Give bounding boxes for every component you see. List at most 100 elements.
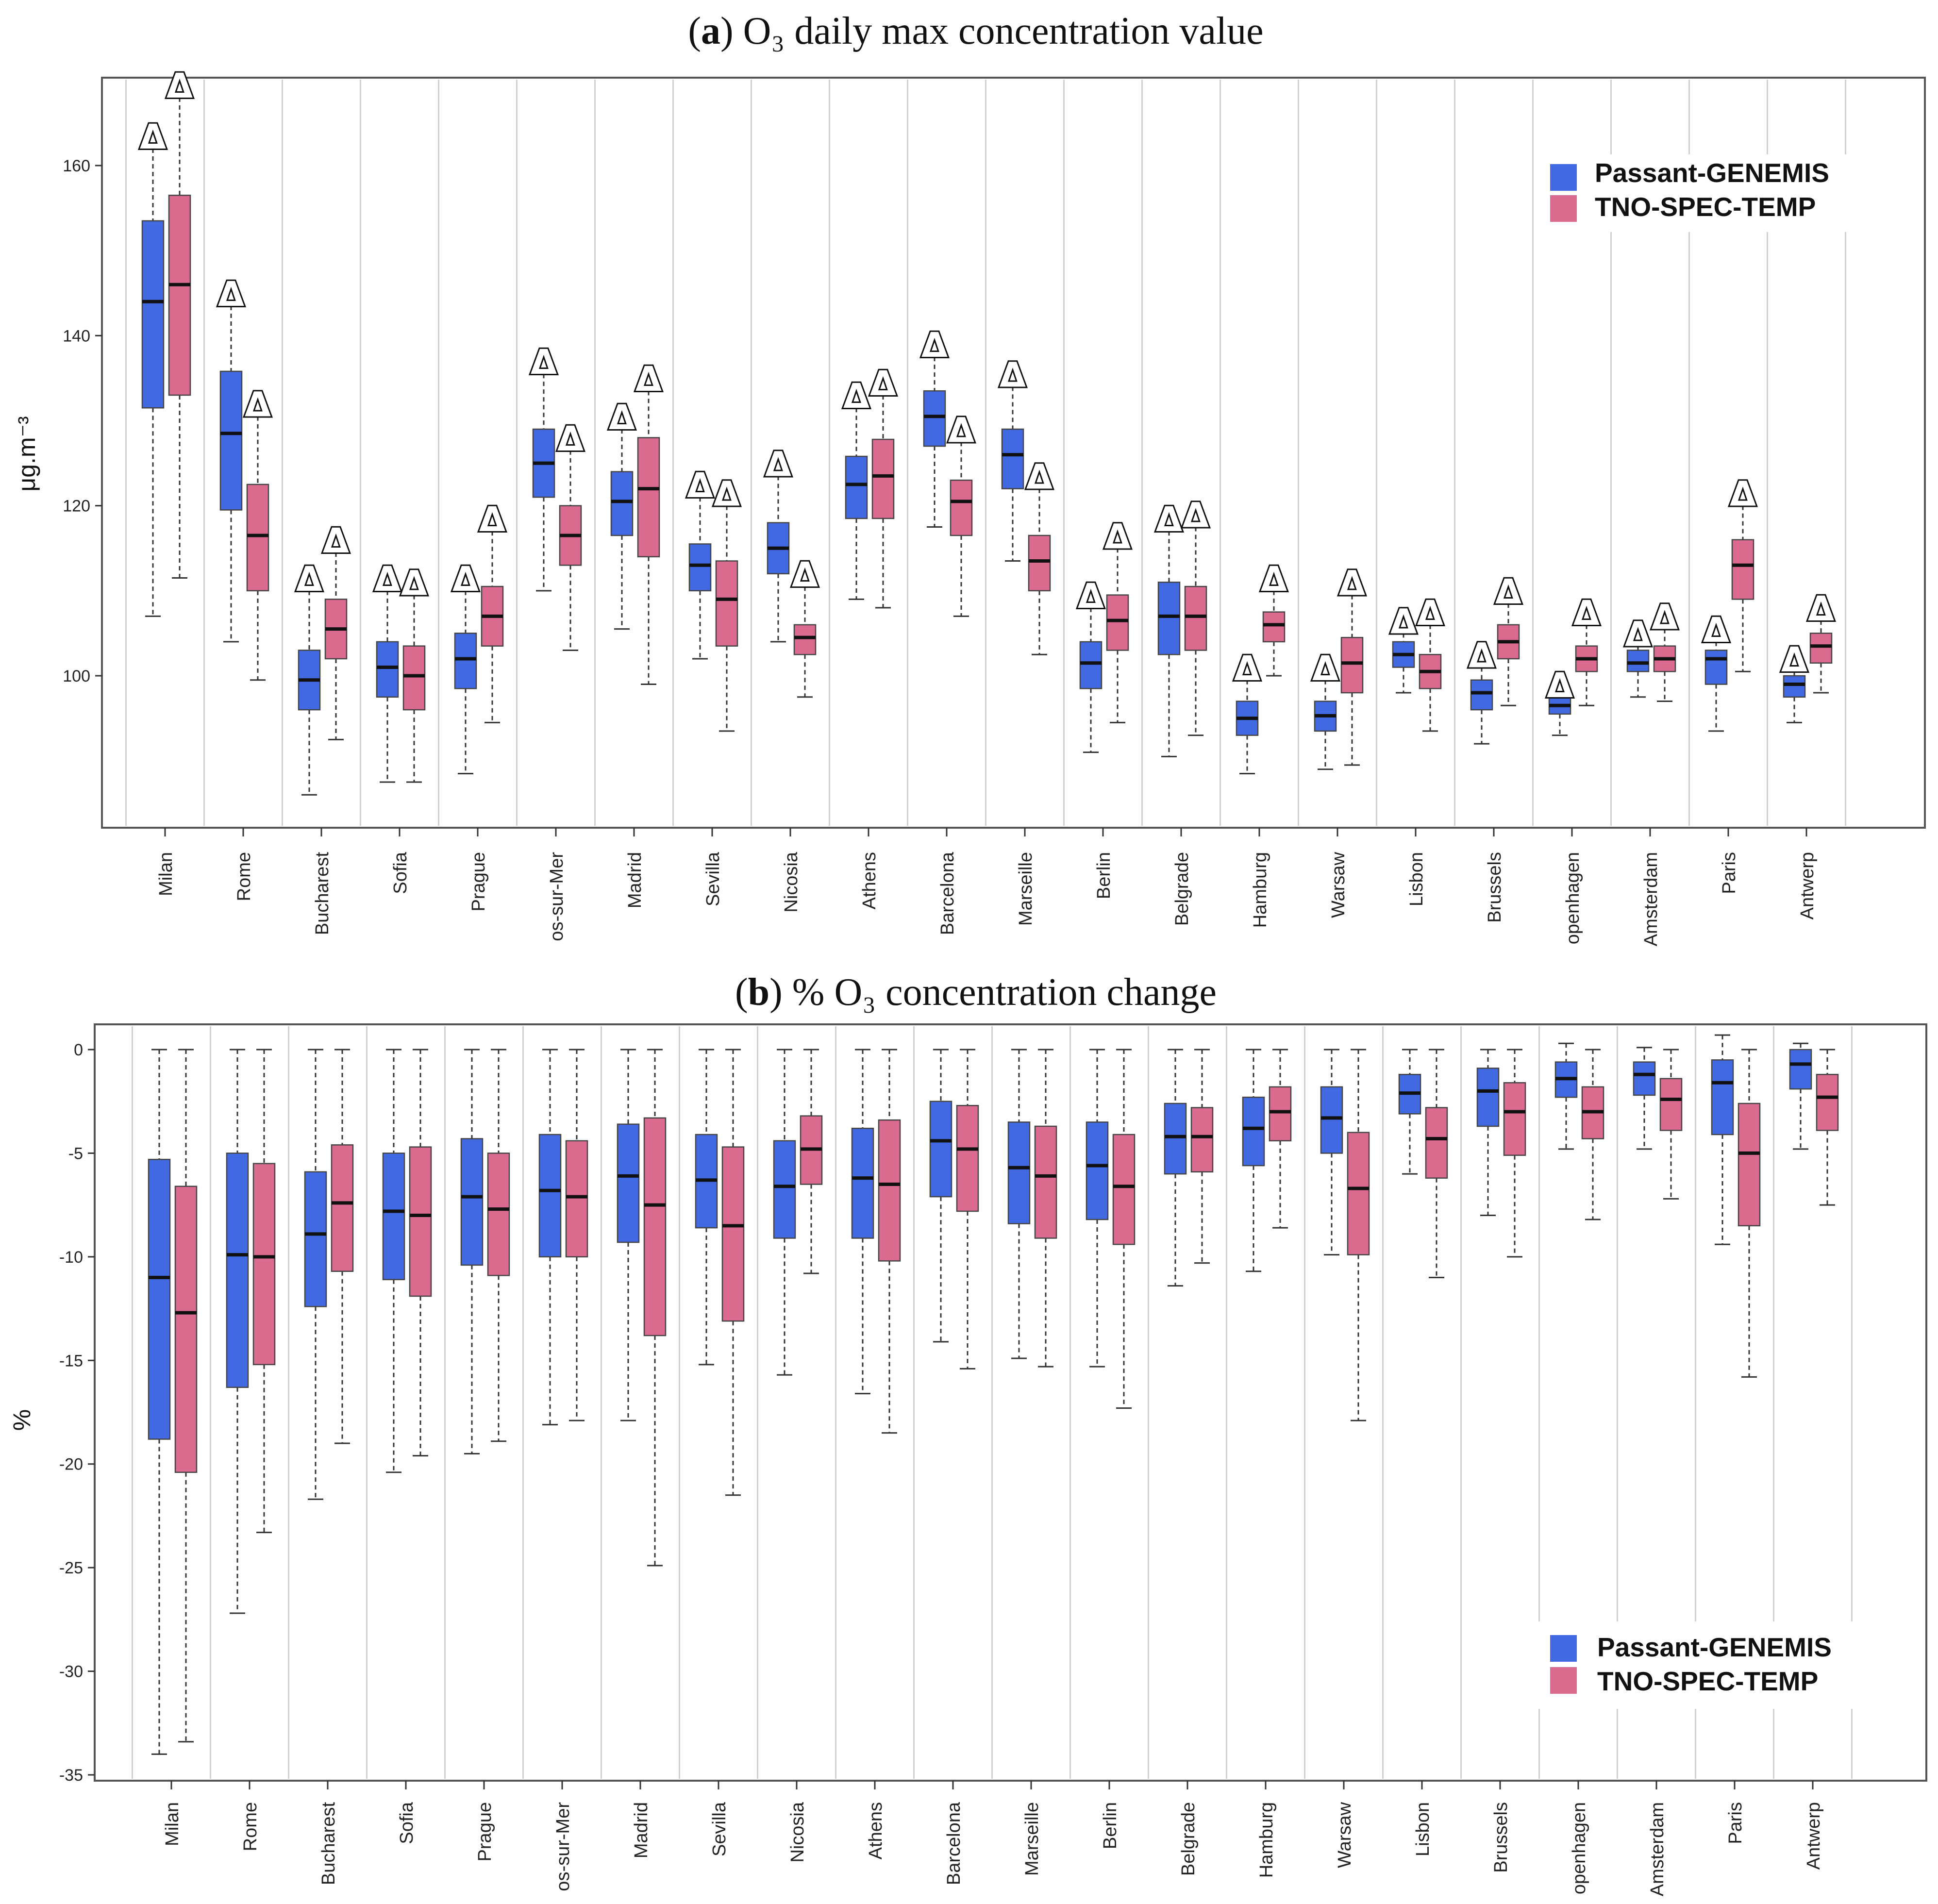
legend-b-label-passant: Passant-GENEMIS bbox=[1597, 1632, 1832, 1662]
box-tno: Δ bbox=[1806, 587, 1836, 694]
panel-b-y-axis: 0 -5 -10 -15 -20 -25 -30 -35 bbox=[59, 1041, 95, 1785]
box-iqr bbox=[219, 370, 243, 511]
box-tno: Δ bbox=[1494, 570, 1523, 706]
box-passant bbox=[929, 1049, 952, 1343]
y-tick-label: 0 bbox=[74, 1041, 83, 1059]
box-iqr bbox=[252, 1163, 276, 1366]
box-tno: Δ bbox=[400, 562, 429, 783]
box-iqr bbox=[1028, 534, 1051, 592]
max-marker: Δ bbox=[557, 419, 584, 459]
box-iqr bbox=[1001, 428, 1024, 489]
box-iqr bbox=[1470, 679, 1493, 711]
box-iqr bbox=[246, 484, 269, 592]
box-passant bbox=[1242, 1049, 1265, 1272]
max-marker: Δ bbox=[218, 274, 244, 314]
box-iqr bbox=[1633, 1061, 1656, 1096]
y-tick-label: -15 bbox=[59, 1352, 83, 1370]
box-tno bbox=[1269, 1049, 1292, 1229]
max-marker: Δ bbox=[374, 559, 401, 599]
box-iqr bbox=[1783, 675, 1806, 698]
panel-a-y-label: μg.m⁻³ bbox=[13, 416, 40, 491]
max-marker: Δ bbox=[635, 359, 662, 399]
max-marker: Δ bbox=[1312, 649, 1338, 688]
max-marker: Δ bbox=[1417, 593, 1443, 633]
box-passant: Δ bbox=[529, 341, 558, 592]
box-tno bbox=[252, 1049, 276, 1534]
legend-b-label-tno: TNO-SPEC-TEMP bbox=[1597, 1666, 1818, 1696]
max-marker: Δ bbox=[1261, 559, 1287, 599]
max-marker: Δ bbox=[1573, 593, 1600, 633]
box-iqr bbox=[565, 1140, 588, 1258]
x-tick-label: Paris bbox=[1719, 852, 1739, 894]
box-tno: Δ bbox=[869, 362, 898, 609]
panel-b-y-label: % bbox=[8, 1409, 35, 1431]
box-passant: Δ bbox=[998, 353, 1027, 562]
box-passant: Δ bbox=[920, 324, 949, 528]
box-tno bbox=[1816, 1049, 1839, 1206]
legend-a-swatch-passant bbox=[1550, 164, 1577, 191]
x-tick-label: Milan bbox=[156, 852, 176, 896]
x-tick-label: Amsterdam bbox=[1647, 1802, 1668, 1896]
y-tick-label: 160 bbox=[63, 157, 90, 175]
box-iqr bbox=[1262, 611, 1286, 643]
box-iqr bbox=[1320, 1086, 1343, 1154]
box-tno: Δ bbox=[165, 65, 194, 579]
max-marker: Δ bbox=[1730, 474, 1756, 514]
max-marker: Δ bbox=[843, 376, 869, 416]
box-tno: Δ bbox=[947, 409, 976, 617]
box-passant: Δ bbox=[373, 558, 402, 783]
box-iqr bbox=[773, 1140, 796, 1239]
x-tick-label: Bucharest bbox=[318, 1802, 339, 1886]
box-tno bbox=[1425, 1049, 1448, 1279]
box-iqr bbox=[1086, 1121, 1109, 1220]
x-tick-label: Antwerp bbox=[1797, 852, 1818, 919]
box-passant bbox=[695, 1049, 718, 1366]
x-tick-label: openhagen bbox=[1569, 1802, 1589, 1894]
box-tno bbox=[174, 1049, 198, 1743]
x-tick-label: Lisbon bbox=[1406, 852, 1427, 906]
box-tno: Δ bbox=[321, 519, 351, 740]
x-tick-label: Berlin bbox=[1094, 852, 1114, 899]
box-tno: Δ bbox=[790, 553, 819, 698]
x-tick-label: Madrid bbox=[625, 852, 645, 908]
box-iqr bbox=[610, 471, 634, 536]
box-passant bbox=[1554, 1042, 1578, 1150]
box-passant bbox=[773, 1049, 796, 1376]
box-tno bbox=[878, 1049, 901, 1434]
panel-b: (b) % O₃ concentration change 0 -5 -10 -15 -… bbox=[8, 971, 1927, 1896]
x-tick-label: Sevilla bbox=[703, 852, 723, 906]
box-iqr bbox=[617, 1123, 640, 1243]
box-iqr bbox=[851, 1127, 874, 1239]
max-marker: Δ bbox=[1652, 598, 1678, 637]
max-marker: Δ bbox=[1078, 576, 1104, 616]
box-passant bbox=[851, 1049, 874, 1395]
max-marker: Δ bbox=[296, 559, 322, 599]
x-tick-label: Paris bbox=[1725, 1802, 1746, 1844]
max-marker: Δ bbox=[765, 444, 791, 484]
max-marker: Δ bbox=[401, 564, 427, 603]
x-tick-label: Madrid bbox=[631, 1802, 652, 1858]
box-tno bbox=[1659, 1049, 1683, 1200]
x-tick-label: Athens bbox=[866, 1802, 886, 1859]
max-marker: Δ bbox=[1183, 495, 1209, 535]
max-marker: Δ bbox=[1625, 615, 1651, 654]
max-marker: Δ bbox=[1703, 610, 1729, 650]
max-marker: Δ bbox=[714, 474, 740, 514]
box-tno: Δ bbox=[1181, 494, 1210, 736]
max-marker: Δ bbox=[687, 466, 713, 505]
box-tno bbox=[409, 1049, 432, 1457]
panel-a-x-axis: Milan Rome Bucharest Sofia Prague os-sur-Mer M… bbox=[156, 828, 1818, 946]
x-tick-label: Prague bbox=[475, 1802, 495, 1862]
box-passant bbox=[1476, 1049, 1500, 1216]
x-tick-label: Athens bbox=[859, 852, 880, 909]
box-tno bbox=[565, 1049, 588, 1421]
box-tno: Δ bbox=[1416, 592, 1445, 732]
box-iqr bbox=[1340, 636, 1364, 694]
y-tick-label: -25 bbox=[59, 1559, 83, 1577]
x-tick-label: Marseille bbox=[1016, 852, 1036, 926]
box-iqr bbox=[845, 455, 868, 519]
max-marker: Δ bbox=[245, 385, 271, 425]
y-tick-label: 120 bbox=[63, 497, 90, 516]
max-marker: Δ bbox=[609, 398, 635, 437]
